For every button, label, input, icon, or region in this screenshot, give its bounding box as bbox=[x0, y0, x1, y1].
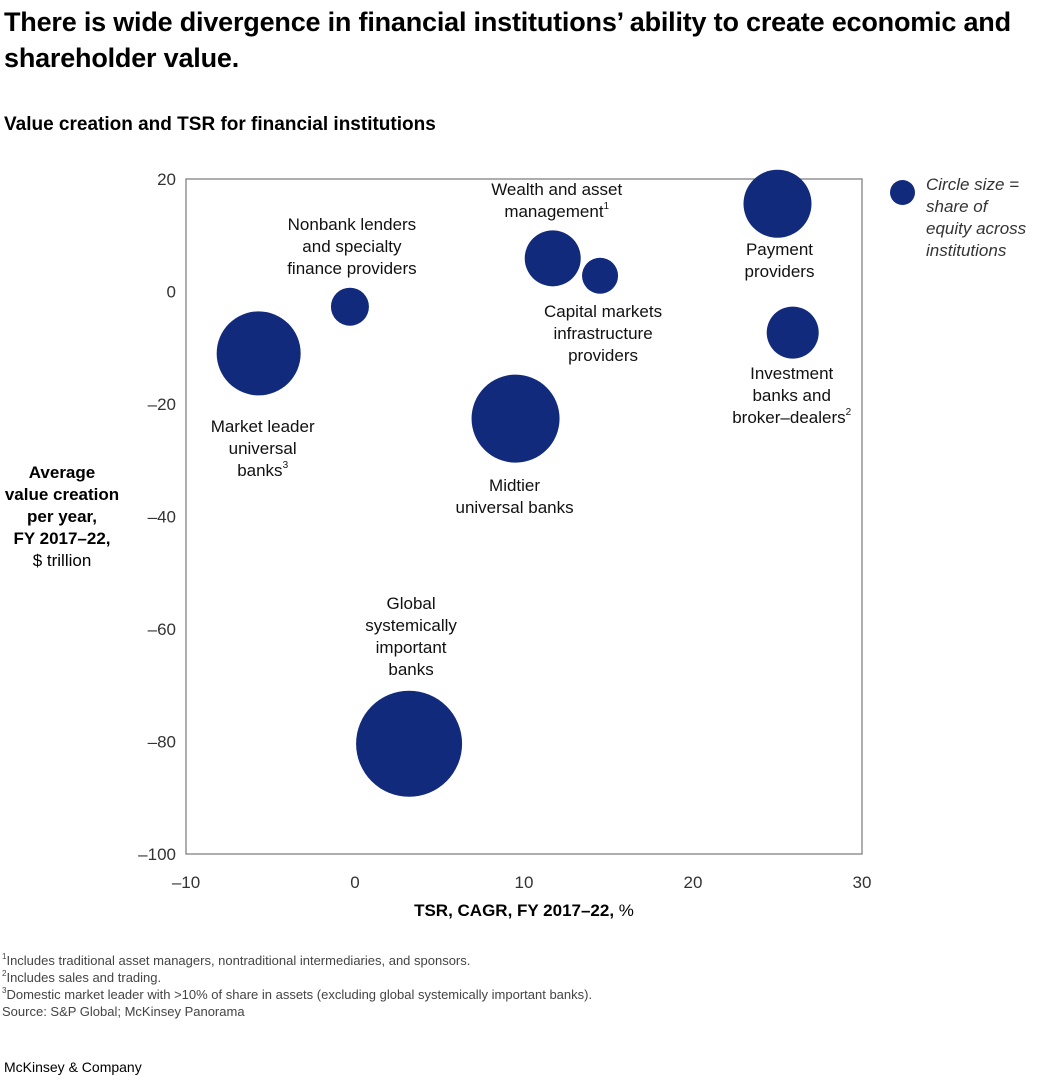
bubble-label-line: management1 bbox=[504, 201, 610, 222]
bubble bbox=[216, 311, 301, 396]
brand-logo-text: McKinsey & Company bbox=[4, 1059, 142, 1075]
bubble-label-line: banks3 bbox=[237, 460, 289, 481]
bubble-label-line: banks and bbox=[752, 385, 831, 405]
chart-title: There is wide divergence in financial in… bbox=[4, 7, 1011, 73]
bubble bbox=[524, 230, 581, 287]
y-axis-label-line: value creation bbox=[4, 485, 120, 504]
x-tick-label: 10 bbox=[515, 873, 534, 892]
y-axis-label-line: per year, bbox=[27, 507, 97, 526]
footnote-text: Includes traditional asset managers, non… bbox=[6, 953, 471, 968]
bubble-label-line: important bbox=[375, 637, 447, 657]
footnote: 3Domestic market leader with >10% of sha… bbox=[2, 986, 592, 1003]
footnote-marker: 1 bbox=[603, 201, 610, 213]
legend-line: equity across bbox=[926, 219, 1027, 238]
y-tick-label: –100 bbox=[138, 845, 176, 864]
y-axis-label-line: FY 2017–22, bbox=[13, 529, 111, 548]
bubble-label-line: Capital markets bbox=[543, 301, 663, 321]
y-tick-label: –60 bbox=[148, 620, 176, 639]
bubble-label: Wealth and asset management1 bbox=[491, 179, 622, 223]
y-tick-label: –80 bbox=[148, 733, 176, 752]
x-tick-label: 0 bbox=[350, 873, 359, 892]
bubble-label-line: broker–dealers2 bbox=[732, 406, 852, 427]
y-axis-unit: $ trillion bbox=[32, 551, 92, 570]
bubble-label-line: infrastructure bbox=[553, 323, 653, 343]
x-tick-label: –10 bbox=[172, 873, 200, 892]
legend-circle-icon bbox=[890, 180, 915, 205]
bubble-label-line: banks bbox=[388, 659, 434, 679]
x-tick-label: 20 bbox=[684, 873, 703, 892]
bubble bbox=[471, 374, 560, 463]
footnote: 1Includes traditional asset managers, no… bbox=[2, 952, 592, 969]
bubble-label-line: Payment bbox=[745, 239, 814, 259]
x-axis-label: TSR, CAGR, FY 2017–22, % bbox=[414, 901, 634, 921]
x-axis-unit: % bbox=[614, 901, 634, 920]
footnote: 2Includes sales and trading. bbox=[2, 969, 592, 986]
bubble-label: Capital markets infrastructure providers bbox=[544, 301, 662, 367]
y-tick-label: –40 bbox=[148, 508, 176, 527]
bubble-label-line: Market leader bbox=[210, 417, 315, 437]
footnote-text: Domestic market leader with >10% of shar… bbox=[6, 987, 593, 1002]
chart-subtitle: Value creation and TSR for financial ins… bbox=[4, 114, 436, 135]
bubble-label-line: providers bbox=[744, 261, 815, 281]
bubble-label-line: Investment bbox=[750, 363, 834, 383]
bubble-label-line: systemically bbox=[365, 615, 457, 635]
bubble-label-line: universal banks bbox=[455, 497, 574, 517]
bubble bbox=[743, 169, 812, 238]
footnote-marker: 3 bbox=[282, 460, 289, 472]
plot-frame bbox=[185, 178, 863, 855]
bubble bbox=[582, 257, 619, 294]
y-axis-label: Average value creation per year, FY 2017… bbox=[0, 462, 124, 572]
bubble-label: Midtier universal banks bbox=[455, 475, 573, 519]
bubble-label: Market leader universal banks3 bbox=[211, 416, 315, 482]
footnote-text: Includes sales and trading. bbox=[6, 970, 162, 985]
footnotes: 1Includes traditional asset managers, no… bbox=[2, 952, 592, 1020]
bubble-label: Global systemically important banks bbox=[365, 593, 457, 681]
legend-line: Circle size = bbox=[926, 175, 1020, 194]
bubble bbox=[330, 287, 369, 326]
legend-text: Circle size = share of equity across ins… bbox=[926, 174, 1046, 262]
x-axis-label-text: TSR, CAGR, FY 2017–22, bbox=[414, 901, 615, 920]
bubble-label-line: and specialty bbox=[302, 236, 402, 256]
bubble-label-line: providers bbox=[568, 345, 639, 365]
bubble-label-line: Nonbank lenders bbox=[287, 214, 417, 234]
bubble-label-line: Wealth and asset bbox=[491, 180, 623, 200]
source: Source: S&P Global; McKinsey Panorama bbox=[2, 1004, 245, 1019]
legend-line: institutions bbox=[926, 241, 1007, 260]
bubble-label-line: Midtier bbox=[489, 475, 541, 495]
bubble-label-line: Global bbox=[386, 593, 436, 613]
footnote-marker: 3 bbox=[2, 986, 7, 995]
bubble-label: Investment banks and broker–dealers2 bbox=[732, 363, 851, 429]
legend-line: share of bbox=[926, 197, 988, 216]
y-tick-label: 0 bbox=[167, 283, 176, 302]
footnote-marker: 1 bbox=[2, 952, 7, 961]
footnote-marker: 2 bbox=[2, 969, 7, 978]
y-axis-label-line: Average bbox=[28, 463, 96, 482]
bubble-label: Payment providers bbox=[745, 239, 815, 283]
bubble-label-line: universal bbox=[228, 439, 297, 459]
x-tick-label: 30 bbox=[853, 873, 872, 892]
y-tick-label: 20 bbox=[157, 170, 176, 189]
bubble-label-line: finance providers bbox=[287, 258, 417, 278]
bubble-label: Nonbank lenders and specialty finance prov… bbox=[287, 214, 416, 280]
bubble bbox=[766, 306, 819, 359]
y-tick-label: –20 bbox=[148, 395, 176, 414]
footnote-marker: 2 bbox=[845, 406, 852, 418]
bubble bbox=[356, 690, 463, 797]
